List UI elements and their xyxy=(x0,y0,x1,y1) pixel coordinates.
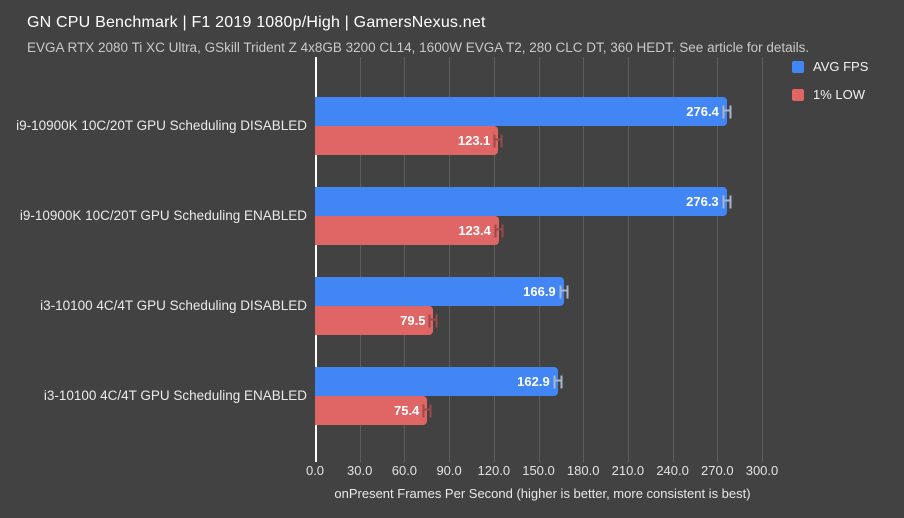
x-tick-label: 210.0 xyxy=(611,463,645,478)
legend-label: 1% LOW xyxy=(813,87,866,102)
error-whisker xyxy=(494,224,504,237)
bar-avg-fps: 276.3 xyxy=(315,187,727,216)
bar-value-label: 123.1 xyxy=(457,133,491,148)
bar-value-label: 276.4 xyxy=(686,104,719,119)
bar-avg-fps: 276.4 xyxy=(315,97,727,126)
error-whisker xyxy=(722,105,732,118)
bar-avg-fps: 166.9 xyxy=(315,277,564,306)
x-tick-label: 90.0 xyxy=(436,463,462,478)
bar-value-label: 79.5 xyxy=(400,313,426,328)
category-label: i9-10900K 10C/20T GPU Scheduling DISABLE… xyxy=(16,117,307,133)
chart-title: GN CPU Benchmark | F1 2019 1080p/High | … xyxy=(27,14,486,31)
x-tick-label: 300.0 xyxy=(745,463,779,478)
error-whisker xyxy=(559,285,569,298)
y-axis-line xyxy=(315,57,317,462)
bar-1-low: 123.4 xyxy=(315,216,499,245)
x-axis-label: onPresent Frames Per Second (higher is b… xyxy=(334,486,751,501)
category-label: i3-10100 4C/4T GPU Scheduling DISABLED xyxy=(40,297,307,313)
category-label: i9-10900K 10C/20T GPU Scheduling ENABLED xyxy=(19,207,307,223)
bar-value-label: 166.9 xyxy=(523,284,556,299)
legend-swatch-avg-fps xyxy=(792,60,804,73)
gridline xyxy=(538,57,540,462)
x-tick-label: 0.0 xyxy=(305,463,325,478)
gridline xyxy=(583,57,585,462)
gridline xyxy=(493,57,495,462)
x-tick-label: 60.0 xyxy=(391,463,418,478)
gridline xyxy=(762,57,763,462)
error-whisker xyxy=(422,404,432,417)
bar-1-low: 79.5 xyxy=(315,306,434,335)
gridline xyxy=(672,57,674,462)
x-tick-label: 150.0 xyxy=(522,463,555,478)
x-tick-label: 180.0 xyxy=(566,463,600,478)
bar-value-label: 123.4 xyxy=(458,223,491,238)
error-whisker xyxy=(553,375,563,388)
bar-value-label: 162.9 xyxy=(517,374,550,389)
legend-item: AVG FPS xyxy=(792,59,868,74)
bar-avg-fps: 162.9 xyxy=(315,367,558,396)
legend-label: AVG FPS xyxy=(813,59,869,74)
bar-value-label: 75.4 xyxy=(394,403,420,418)
x-tick-label: 240.0 xyxy=(656,463,689,478)
legend: AVG FPS 1% LOW xyxy=(792,59,868,115)
x-tick-label: 30.0 xyxy=(347,463,373,478)
error-whisker xyxy=(428,314,438,327)
gridline xyxy=(627,57,629,462)
legend-swatch-1-low xyxy=(792,88,804,101)
plot-area: 276.4 123.1 276.3 123.4 166.9 79.5 162.9 75.4 xyxy=(315,57,770,462)
gridline xyxy=(404,57,406,462)
chart-subtitle: EVGA RTX 2080 Ti XC Ultra, GSkill Triden… xyxy=(27,40,810,55)
error-whisker xyxy=(722,195,732,208)
error-whisker xyxy=(493,134,503,147)
legend-item: 1% LOW xyxy=(792,87,868,102)
x-tick-label: 270.0 xyxy=(701,463,734,478)
gridline xyxy=(449,57,451,462)
bar-1-low: 75.4 xyxy=(315,396,428,425)
category-label: i3-10100 4C/4T GPU Scheduling ENABLED xyxy=(43,387,307,403)
gridline xyxy=(359,57,361,462)
bar-value-label: 276.3 xyxy=(686,194,719,209)
x-tick-label: 120.0 xyxy=(477,463,511,478)
bar-1-low: 123.1 xyxy=(315,126,499,155)
gridline xyxy=(717,57,719,462)
